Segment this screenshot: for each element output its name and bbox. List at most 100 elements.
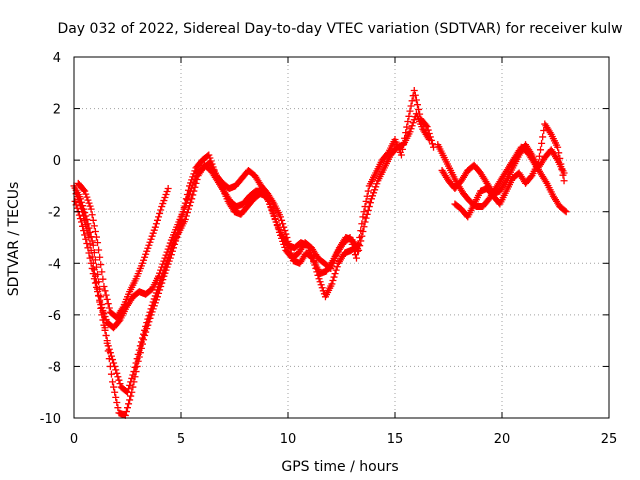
data-point: [407, 102, 415, 110]
data-point: [112, 366, 120, 374]
series-track-7: [451, 120, 568, 221]
data-point: [100, 310, 108, 318]
data-point: [555, 149, 563, 157]
data-point: [104, 342, 112, 350]
data-point: [136, 342, 144, 350]
data-point: [157, 266, 165, 274]
y-axis-tick-labels: 4 2 0 -2 -4 -6 -8 -10: [40, 51, 61, 427]
data-point: [156, 269, 164, 277]
data-point: [352, 242, 360, 250]
data-point: [425, 136, 433, 144]
data-point: [183, 196, 191, 204]
data-point: [104, 300, 112, 308]
data-point: [328, 280, 336, 288]
data-point: [410, 87, 418, 95]
data-point: [404, 117, 412, 125]
data-point: [205, 151, 213, 159]
data-point: [364, 187, 372, 195]
data-point: [91, 279, 99, 287]
data-point: [114, 373, 122, 381]
data-point: [150, 295, 158, 303]
series-track-6: [438, 141, 568, 198]
data-point: [182, 212, 190, 220]
x-tick-label: 15: [387, 432, 404, 447]
data-point: [141, 253, 149, 261]
data-point: [138, 259, 146, 267]
data-point: [147, 235, 155, 243]
data-point: [554, 143, 562, 151]
data-point: [310, 258, 318, 266]
data-point: [161, 254, 169, 262]
data-point: [86, 254, 94, 262]
data-point: [537, 146, 545, 154]
data-point: [107, 352, 115, 360]
data-point: [131, 363, 139, 371]
data-point: [270, 212, 278, 220]
data-point: [144, 244, 152, 252]
data-point: [91, 227, 99, 235]
data-point: [357, 237, 365, 245]
data-point: [147, 305, 155, 313]
data-point: [288, 253, 296, 261]
data-point: [161, 194, 169, 202]
data-point: [277, 213, 285, 221]
data-point: [101, 326, 109, 334]
data-point: [284, 237, 292, 245]
data-point: [188, 184, 196, 192]
data-point: [362, 197, 370, 205]
data-point: [534, 159, 542, 167]
data-point: [286, 245, 294, 253]
data-point: [184, 193, 192, 201]
data-point: [397, 151, 405, 159]
data-point: [369, 192, 377, 200]
data-point: [354, 241, 362, 249]
data-point: [365, 203, 373, 211]
data-point: [86, 202, 94, 210]
data-point: [89, 241, 97, 249]
data-point: [160, 257, 168, 265]
data-point: [285, 241, 293, 249]
y-tick-label: -6: [48, 309, 61, 324]
data-point: [115, 376, 123, 384]
data-point: [107, 370, 115, 378]
data-point: [124, 388, 131, 396]
data-point: [359, 213, 367, 221]
data-point: [162, 251, 170, 259]
data-point: [103, 337, 111, 345]
data-point: [152, 289, 160, 297]
data-point: [111, 362, 119, 370]
data-point: [102, 331, 110, 339]
data-point: [153, 286, 161, 294]
data-point: [145, 241, 153, 249]
data-point: [315, 275, 323, 283]
data-point: [189, 181, 197, 189]
data-point: [140, 256, 148, 264]
data-point: [363, 210, 371, 218]
data-point: [97, 301, 105, 309]
data-point: [364, 206, 372, 214]
data-point: [183, 209, 191, 217]
data-point: [403, 123, 411, 131]
data-point: [140, 330, 148, 338]
data-point: [149, 298, 157, 306]
data-point: [94, 239, 102, 247]
data-point: [150, 226, 158, 234]
data-point: [76, 215, 84, 223]
data-point: [110, 359, 118, 367]
data-point: [329, 276, 337, 284]
data-point: [314, 271, 322, 279]
data-point: [127, 392, 135, 400]
data-point: [125, 400, 133, 408]
data-point: [407, 125, 415, 133]
data-point: [99, 275, 107, 283]
data-point: [156, 209, 164, 217]
series-track-4: [74, 179, 172, 321]
data-point: [162, 191, 170, 199]
data-point: [287, 249, 295, 257]
data-point: [280, 223, 288, 231]
data-point: [370, 189, 378, 197]
data-point: [137, 338, 145, 346]
x-tick-label: 0: [70, 432, 78, 447]
data-point: [148, 301, 156, 309]
data-point: [102, 291, 110, 299]
